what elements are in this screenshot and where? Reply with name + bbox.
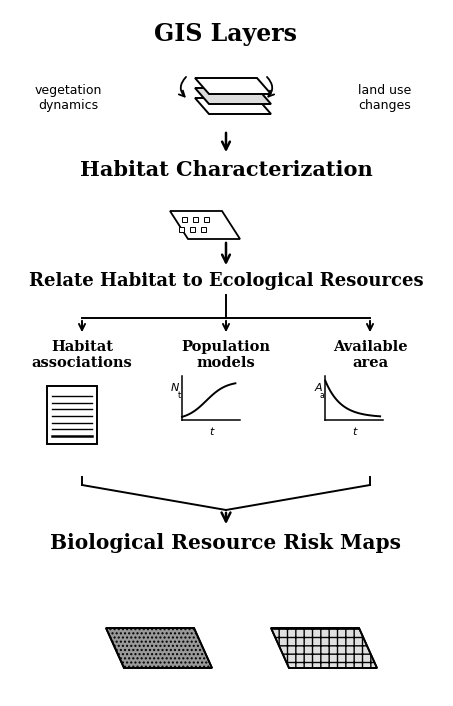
Text: t: t [352,427,356,437]
Polygon shape [195,88,271,104]
Polygon shape [170,211,240,239]
Bar [190,227,195,232]
Bar [47,386,97,444]
Polygon shape [195,98,271,114]
Polygon shape [195,78,271,94]
Text: vegetation
dynamics: vegetation dynamics [34,84,101,112]
Text: Population
models: Population models [182,340,270,370]
Text: a: a [319,391,324,400]
Text: Habitat
associations: Habitat associations [32,340,132,370]
Bar [179,227,184,232]
Polygon shape [271,628,377,668]
Text: Available
area: Available area [333,340,407,370]
Text: Biological Resource Risk Maps: Biological Resource Risk Maps [50,533,401,553]
Bar [201,227,206,232]
Text: A: A [314,383,322,393]
Text: GIS Layers: GIS Layers [154,22,298,46]
Bar [204,217,209,222]
Text: Habitat Characterization: Habitat Characterization [80,160,372,180]
Bar [193,217,198,222]
Text: t: t [178,391,181,400]
Text: Relate Habitat to Ecological Resources: Relate Habitat to Ecological Resources [29,272,423,290]
Polygon shape [106,628,212,668]
Bar [183,217,188,222]
Text: t: t [209,427,213,437]
Text: N: N [171,383,179,393]
Text: land use
changes: land use changes [358,84,412,112]
